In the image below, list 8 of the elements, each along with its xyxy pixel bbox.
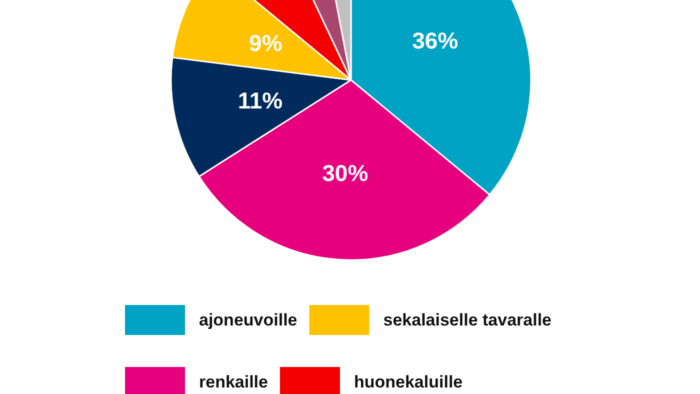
data-label: 36% — [412, 27, 458, 54]
legend-label: ajoneuvoille — [199, 310, 298, 330]
data-label: 30% — [322, 160, 368, 186]
legend-label: huonekaluille — [354, 372, 463, 392]
data-label: 11% — [238, 87, 283, 114]
data-label: 9% — [249, 30, 282, 56]
legend-label: sekalaiselle tavaralle — [383, 310, 552, 330]
legend-label: renkaille — [199, 372, 268, 392]
